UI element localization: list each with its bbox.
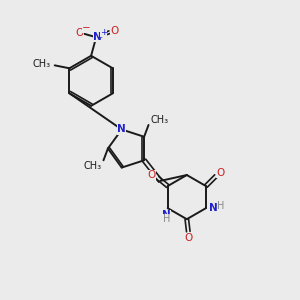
Text: N: N: [93, 32, 101, 42]
Text: +: +: [100, 28, 107, 37]
Text: O: O: [148, 170, 156, 180]
Text: N: N: [162, 210, 171, 220]
Text: −: −: [82, 23, 91, 33]
Text: CH₃: CH₃: [33, 59, 51, 69]
Text: O: O: [110, 26, 119, 36]
Text: O: O: [217, 167, 225, 178]
Text: N: N: [117, 124, 126, 134]
Text: CH₃: CH₃: [150, 115, 168, 125]
Text: H: H: [163, 214, 170, 224]
Text: O: O: [185, 233, 193, 243]
Text: O: O: [75, 28, 83, 38]
Text: N: N: [209, 203, 218, 213]
Text: CH₃: CH₃: [84, 161, 102, 171]
Text: H: H: [217, 201, 224, 211]
